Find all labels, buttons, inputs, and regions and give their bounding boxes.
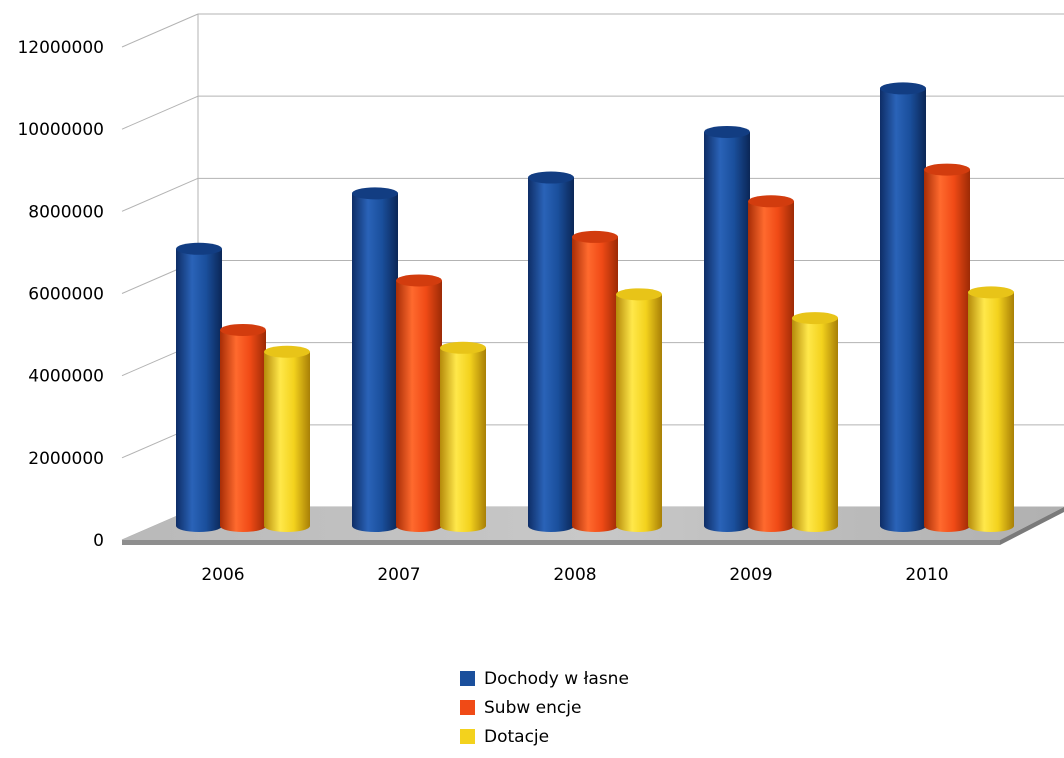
y-tick-label: 8000000 xyxy=(28,202,104,222)
bar xyxy=(616,288,662,532)
chart-floor-side xyxy=(1000,507,1064,545)
bar-body xyxy=(748,201,794,532)
bar xyxy=(264,345,310,532)
bar xyxy=(352,187,398,533)
bar-body xyxy=(440,347,486,532)
bar xyxy=(176,242,222,533)
legend-item-dochody: Dochody w łasne xyxy=(460,664,629,693)
bar xyxy=(572,230,618,533)
bar-body xyxy=(220,329,266,532)
bar-top xyxy=(396,274,442,287)
bar-body xyxy=(924,169,970,532)
bar xyxy=(396,274,442,532)
bar-top xyxy=(968,286,1014,299)
bar-top xyxy=(264,345,310,358)
bar xyxy=(924,163,970,532)
bar-body xyxy=(528,177,574,532)
bar xyxy=(704,125,750,533)
bar-body xyxy=(176,248,222,533)
x-tick-label: 2006 xyxy=(201,565,244,585)
bar-top xyxy=(748,195,794,208)
bar-top xyxy=(572,230,618,243)
bar xyxy=(968,286,1014,532)
y-tick-label: 2000000 xyxy=(28,449,104,469)
bar-top xyxy=(352,187,398,200)
bar xyxy=(748,195,794,532)
legend-item-subwencje: Subw encje xyxy=(460,693,629,722)
gridline-depth xyxy=(121,13,199,48)
bar-top xyxy=(924,163,970,176)
legend-label: Dotacje xyxy=(484,726,550,747)
bar xyxy=(220,323,266,532)
bar-top xyxy=(616,288,662,301)
legend-swatch xyxy=(460,671,475,686)
bar-body xyxy=(572,236,618,533)
bar-body xyxy=(880,88,926,533)
legend-label: Subw encje xyxy=(484,697,582,718)
bar-body xyxy=(704,131,750,533)
bar-top xyxy=(220,323,266,336)
y-tick-label: 12000000 xyxy=(17,38,104,58)
bar-top xyxy=(440,341,486,354)
bar-top xyxy=(528,171,574,184)
legend-swatch xyxy=(460,729,475,744)
bar-body xyxy=(352,193,398,533)
gridline-depth xyxy=(121,95,199,130)
chart-floor-edge xyxy=(122,540,1000,545)
bar-top xyxy=(792,312,838,325)
x-tick-label: 2008 xyxy=(553,565,596,585)
bar-body xyxy=(616,294,662,532)
legend-item-dotacje: Dotacje xyxy=(460,722,629,751)
legend: Dochody w łasne Subw encje Dotacje xyxy=(460,664,629,751)
x-tick-label: 2007 xyxy=(377,565,420,585)
x-tick-label: 2009 xyxy=(729,565,772,585)
y-tick-label: 10000000 xyxy=(17,120,104,140)
bar-top xyxy=(880,82,926,95)
y-tick-label: 6000000 xyxy=(28,285,104,305)
legend-swatch xyxy=(460,700,475,715)
bar xyxy=(880,82,926,533)
x-tick-label: 2010 xyxy=(905,565,948,585)
bar-body xyxy=(968,292,1014,532)
bar xyxy=(440,341,486,532)
y-tick-label: 0 xyxy=(93,531,104,551)
bar xyxy=(528,171,574,532)
bar-top xyxy=(176,242,222,255)
bar xyxy=(792,312,838,532)
y-tick-label: 4000000 xyxy=(28,367,104,387)
bar-body xyxy=(396,280,442,532)
gridline-depth xyxy=(121,177,199,212)
legend-label: Dochody w łasne xyxy=(484,668,629,689)
bar-body xyxy=(264,351,310,532)
bar-top xyxy=(704,125,750,138)
bar-body xyxy=(792,318,838,532)
